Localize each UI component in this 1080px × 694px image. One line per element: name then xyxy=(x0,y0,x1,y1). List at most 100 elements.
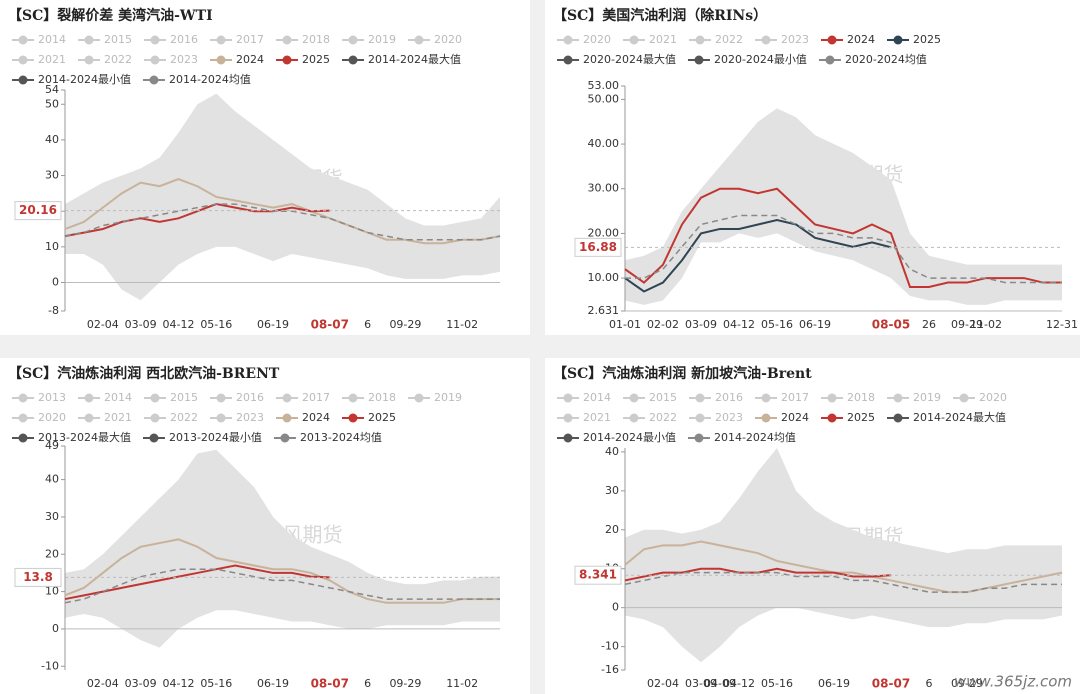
min-max-band xyxy=(65,449,500,648)
x-tick-label: 11-02 xyxy=(446,318,478,331)
x-tick-label: 26 xyxy=(922,318,936,331)
legend-item: 2022 xyxy=(78,53,132,66)
min-max-band xyxy=(625,108,1062,305)
y-tick-label: 40 xyxy=(45,133,59,146)
legend-icon xyxy=(563,433,573,443)
legend-label: 2013-2024最大值 xyxy=(38,430,131,444)
legend-label: 2018 xyxy=(847,391,875,404)
legend-item: 2013-2024最小值 xyxy=(142,431,262,444)
legend-item: 2025 xyxy=(342,411,396,424)
x-tick-label: 09-29 xyxy=(389,318,421,331)
legend-icon xyxy=(348,413,358,423)
x-tick-label: 06-19 xyxy=(818,677,850,690)
pointer-y-box xyxy=(574,237,622,257)
legend-item: 2020 xyxy=(408,33,462,46)
legend-label: 2013-2024最小值 xyxy=(169,431,262,444)
legend-label: 2020 xyxy=(979,391,1007,404)
legend-icon xyxy=(348,55,358,65)
legend-icon xyxy=(150,55,160,65)
y-tick-label: 10.00 xyxy=(588,271,620,284)
legend-label: 2022 xyxy=(649,411,677,424)
x-tick-label: 03-09 xyxy=(685,318,717,331)
y-tick-label: 40 xyxy=(605,445,619,458)
chart-title: 【SC】美国汽油利润（除RINs） xyxy=(553,7,767,24)
y-tick-label: 30 xyxy=(45,169,59,182)
y-tick-label: 30 xyxy=(45,510,59,523)
y-tick-label: -10 xyxy=(601,640,619,653)
legend-item: 2020-2024均值 xyxy=(818,53,927,66)
legend-item: 2017 xyxy=(755,391,809,404)
site-watermark: www.365jz.com xyxy=(954,673,1072,691)
legend-icon xyxy=(84,35,94,45)
legend-icon xyxy=(414,35,424,45)
legend-icon xyxy=(893,393,903,403)
legend-icon xyxy=(414,393,424,403)
legend-item: 2019 xyxy=(342,33,396,46)
legend-icon xyxy=(629,35,639,45)
x-tick-label: 05-16 xyxy=(761,318,793,331)
legend-icon xyxy=(893,35,903,45)
min-max-band xyxy=(625,448,1062,663)
legend-label: 2014 xyxy=(583,391,611,404)
legend-label: 2014-2024均值 xyxy=(714,431,796,444)
y-tick-label: 30.00 xyxy=(588,182,620,195)
legend-item: 2014-2024均值 xyxy=(687,431,796,444)
legend-label: 2025 xyxy=(913,33,941,46)
legend-label: 2014-2024最大值 xyxy=(913,410,1006,424)
min-max-band xyxy=(65,93,500,301)
chart-title: 【SC】汽油炼油利润 西北欧汽油-BRENT xyxy=(8,365,280,382)
legend-label: 2013 xyxy=(38,391,66,404)
legend-label: 2024 xyxy=(236,53,264,66)
x-tick-label: 05-16 xyxy=(200,318,232,331)
legend-icon xyxy=(84,413,94,423)
legend-icon xyxy=(149,433,159,443)
legend-icon xyxy=(761,35,771,45)
y-tick-label: 20 xyxy=(605,523,619,536)
legend-label: 2016 xyxy=(236,391,264,404)
legend-icon xyxy=(563,35,573,45)
y-tick-label: 0 xyxy=(612,601,619,614)
legend-icon xyxy=(827,35,837,45)
legend-icon xyxy=(761,393,771,403)
pointer-y-label: 13.8 xyxy=(23,570,53,584)
legend-icon xyxy=(348,393,358,403)
legend-item: 2021 xyxy=(78,411,132,424)
x-tick-label: 02-02 xyxy=(647,318,679,331)
series-line xyxy=(624,218,892,293)
legend-icon xyxy=(893,413,903,423)
legend-icon xyxy=(348,35,358,45)
legend-item: 2014-2024最大值 xyxy=(342,52,461,66)
y-tick-label: 40 xyxy=(45,473,59,486)
series-line xyxy=(64,538,500,604)
series-line xyxy=(64,564,330,601)
legend-label: 2022 xyxy=(104,53,132,66)
legend-item: 2019 xyxy=(887,391,941,404)
x-tick-label: 6 xyxy=(364,318,371,331)
legend-label: 2015 xyxy=(170,391,198,404)
legend-label: 2021 xyxy=(649,33,677,46)
x-tick-label: 03-09 xyxy=(125,318,157,331)
legend-item: 2021 xyxy=(557,411,611,424)
legend-item: 2024 xyxy=(755,411,809,424)
legend-icon xyxy=(282,55,292,65)
legend-label: 2015 xyxy=(649,391,677,404)
legend-item: 2014-2024均值 xyxy=(142,73,251,86)
x-tick-label: 06-19 xyxy=(799,318,831,331)
legend-icon xyxy=(695,413,705,423)
legend-icon xyxy=(216,35,226,45)
legend-icon xyxy=(827,393,837,403)
y-tick-label: -16 xyxy=(601,663,619,676)
pointer-x-label: 08-05 xyxy=(872,318,910,332)
legend-item: 2022 xyxy=(689,33,743,46)
y-tick-label: 49 xyxy=(45,439,59,452)
y-tick-label: 10 xyxy=(45,240,59,253)
legend-icon xyxy=(629,393,639,403)
legend-label: 2025 xyxy=(302,53,330,66)
legend-icon xyxy=(761,413,771,423)
legend-icon xyxy=(695,393,705,403)
pointer-y-label: 16.88 xyxy=(579,240,617,254)
legend-icon xyxy=(150,393,160,403)
legend-label: 2020 xyxy=(434,33,462,46)
pointer-x-label: 08-07 xyxy=(872,677,910,691)
